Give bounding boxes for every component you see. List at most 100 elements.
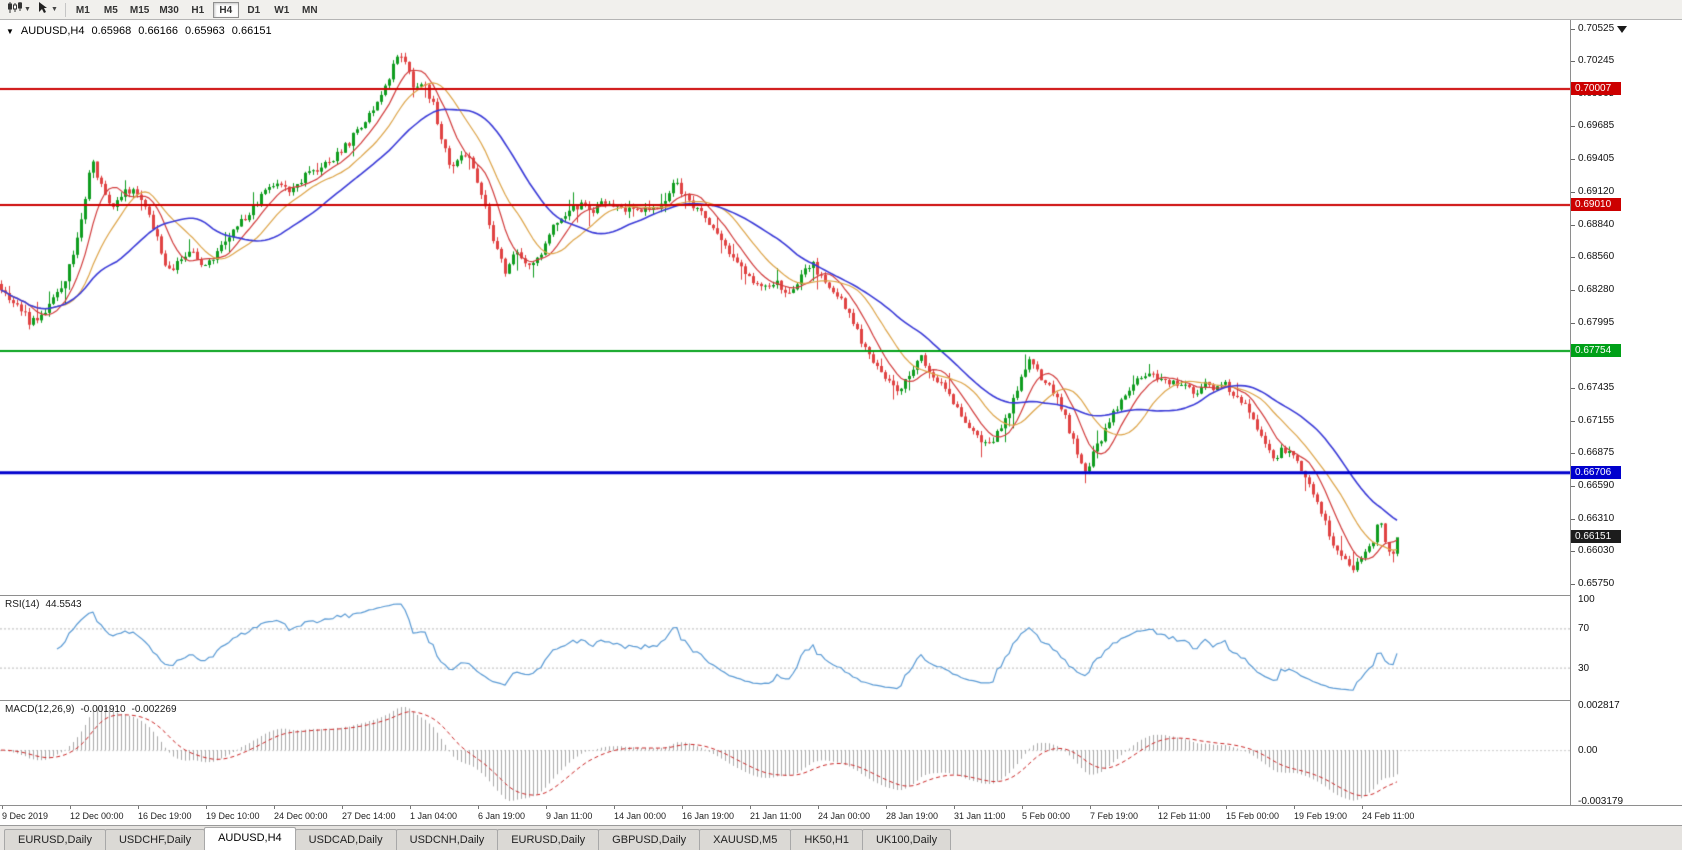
time-tick-label: 16 Jan 19:00 bbox=[682, 811, 735, 821]
chart-tab-audusd-h4[interactable]: AUDUSD,H4 bbox=[204, 827, 296, 850]
ohlc-close: 0.66151 bbox=[231, 25, 272, 37]
chart-ohlc-header: ▼ AUDUSD,H4 0.65968 0.66166 0.65963 0.66… bbox=[6, 25, 272, 37]
timeframe-button-m1[interactable]: M1 bbox=[75, 4, 90, 16]
time-tick-label: 9 Dec 2019 bbox=[2, 811, 49, 821]
price-tick-label: 0.68280 bbox=[1578, 284, 1615, 295]
time-tick-mark bbox=[546, 806, 547, 809]
chart-tab-hk50-h1[interactable]: HK50,H1 bbox=[790, 829, 863, 850]
timeframe-button-d1[interactable]: D1 bbox=[247, 4, 261, 16]
price-tick-label: 0.70525 bbox=[1578, 23, 1615, 34]
chart-tab-gbpusd-daily[interactable]: GBPUSD,Daily bbox=[598, 829, 701, 850]
price-tick-label: 0.67155 bbox=[1578, 415, 1615, 426]
time-tick-label: 21 Jan 11:00 bbox=[750, 811, 802, 821]
level-price-badge: 0.69010 bbox=[1571, 198, 1621, 211]
top-toolbar: ▼ ▼ M1 M5 M15 M30 H1 H4 D1 W1 MN bbox=[0, 0, 1682, 20]
time-tick-mark bbox=[138, 806, 139, 809]
chart-menu-caret-icon[interactable]: ▼ bbox=[6, 26, 14, 36]
time-axis[interactable]: 9 Dec 2019 12 Dec 00:00 16 Dec 19:00 19 Dec… bbox=[0, 806, 1682, 825]
price-tick-mark bbox=[1571, 126, 1575, 127]
time-tick-label: 28 Jan 19:00 bbox=[886, 811, 939, 821]
time-tick-label: 19 Dec 10:00 bbox=[206, 811, 260, 821]
main-chart-canvas[interactable] bbox=[0, 20, 1570, 595]
level-price-badge: 0.67754 bbox=[1571, 344, 1621, 357]
time-tick-mark bbox=[682, 806, 683, 809]
rsi-label: RSI(14) 44.5543 bbox=[5, 599, 82, 610]
price-tick-mark bbox=[1571, 486, 1575, 487]
price-tick-label: 0.68560 bbox=[1578, 251, 1615, 262]
timeframe-button-m5[interactable]: M5 bbox=[103, 4, 118, 16]
rsi-scale-label: 70 bbox=[1578, 623, 1590, 634]
time-tick-label: 12 Dec 00:00 bbox=[70, 811, 124, 821]
chevron-down-icon: ▼ bbox=[24, 6, 31, 13]
time-tick-label: 6 Jan 19:00 bbox=[478, 811, 526, 821]
time-tick-mark bbox=[1362, 806, 1363, 809]
macd-indicator-canvas[interactable] bbox=[0, 701, 1570, 805]
price-tick-label: 0.67995 bbox=[1578, 317, 1615, 328]
macd-value: -0.001910 bbox=[80, 704, 126, 715]
chevron-down-icon: ▼ bbox=[50, 6, 58, 13]
time-tick-mark bbox=[1158, 806, 1159, 809]
chart-tab-usdcnh-daily[interactable]: USDCNH,Daily bbox=[395, 829, 499, 850]
time-tick-label: 24 Feb 11:00 bbox=[1362, 811, 1415, 821]
timeframe-button-m15[interactable]: M15 bbox=[129, 4, 150, 16]
price-tick-label: 0.65750 bbox=[1578, 578, 1615, 589]
chart-tab-usdcad-daily[interactable]: USDCAD,Daily bbox=[294, 829, 397, 850]
time-tick-mark bbox=[2, 806, 3, 809]
time-tick-mark bbox=[478, 806, 479, 809]
time-tick-label: 9 Jan 11:00 bbox=[546, 811, 593, 821]
cursor-tool-button[interactable]: ▼ bbox=[34, 1, 61, 18]
panel-separator[interactable] bbox=[0, 700, 1682, 701]
time-tick-mark bbox=[410, 806, 411, 809]
chart-tab-xauusd-m5[interactable]: XAUUSD,M5 bbox=[699, 829, 792, 850]
time-tick-label: 12 Feb 11:00 bbox=[1158, 811, 1211, 821]
ohlc-high: 0.66166 bbox=[138, 25, 179, 37]
timeframe-toolbar: M1 M5 M15 M30 H1 H4 D1 W1 MN bbox=[70, 1, 323, 18]
price-tick-mark bbox=[1571, 551, 1575, 552]
current-price-badge: 0.66151 bbox=[1571, 530, 1621, 543]
toolbar-separator bbox=[64, 2, 66, 17]
time-tick-label: 27 Dec 14:00 bbox=[342, 811, 396, 821]
time-tick-label: 24 Dec 00:00 bbox=[274, 811, 328, 821]
rsi-value: 44.5543 bbox=[45, 599, 82, 610]
time-tick-label: 1 Jan 04:00 bbox=[410, 811, 458, 821]
panel-separator bbox=[0, 805, 1682, 806]
time-tick-mark bbox=[206, 806, 207, 809]
time-tick-label: 19 Feb 19:00 bbox=[1294, 811, 1348, 821]
time-tick-label: 31 Jan 11:00 bbox=[954, 811, 1006, 821]
chart-tab-uk100-daily[interactable]: UK100,Daily bbox=[861, 829, 952, 850]
timeframe-button-m30[interactable]: M30 bbox=[159, 4, 179, 16]
rsi-scale-label: 30 bbox=[1578, 663, 1590, 674]
timeframe-button-h1[interactable]: H1 bbox=[191, 4, 205, 16]
chart-tabs-bar: EURUSD,Daily USDCHF,Daily AUDUSD,H4 USDCAD,… bbox=[0, 825, 1682, 850]
timeframe-button-h4[interactable]: H4 bbox=[212, 1, 239, 18]
price-tick-mark bbox=[1571, 159, 1575, 160]
price-tick-label: 0.69120 bbox=[1578, 186, 1615, 197]
timeframe-button-mn[interactable]: MN bbox=[302, 4, 318, 16]
candlestick-chart-icon bbox=[7, 1, 22, 19]
timeframe-button-w1[interactable]: W1 bbox=[274, 4, 290, 16]
chart-tab-usdchf-daily[interactable]: USDCHF,Daily bbox=[104, 829, 206, 850]
time-tick-label: 7 Feb 19:00 bbox=[1090, 811, 1139, 821]
chart-tab-eurusd-daily[interactable]: EURUSD,Daily bbox=[497, 829, 600, 850]
price-tick-label: 0.69685 bbox=[1578, 120, 1615, 131]
panel-separator[interactable] bbox=[0, 595, 1682, 596]
price-axis[interactable]: 0.705250.702450.699650.696850.694050.691… bbox=[1571, 20, 1682, 807]
price-tick-mark bbox=[1571, 29, 1575, 30]
price-tick-label: 0.66030 bbox=[1578, 545, 1615, 556]
rsi-indicator-canvas[interactable] bbox=[0, 596, 1570, 700]
time-tick-label: 16 Dec 19:00 bbox=[138, 811, 192, 821]
scroll-to-end-marker-icon[interactable] bbox=[1617, 26, 1627, 33]
price-tick-label: 0.66310 bbox=[1578, 513, 1615, 524]
price-tick-mark bbox=[1571, 257, 1575, 258]
macd-name: MACD(12,26,9) bbox=[5, 704, 75, 715]
time-tick-mark bbox=[274, 806, 275, 809]
time-tick-label: 5 Feb 00:00 bbox=[1022, 811, 1071, 821]
chart-tab-eurusd-daily[interactable]: EURUSD,Daily bbox=[4, 829, 106, 850]
cursor-icon bbox=[37, 1, 49, 19]
time-tick-mark bbox=[818, 806, 819, 809]
chart-type-button[interactable]: ▼ bbox=[4, 1, 34, 18]
level-price-badge: 0.70007 bbox=[1571, 82, 1621, 95]
price-tick-mark bbox=[1571, 421, 1575, 422]
price-tick-label: 0.66875 bbox=[1578, 447, 1615, 458]
